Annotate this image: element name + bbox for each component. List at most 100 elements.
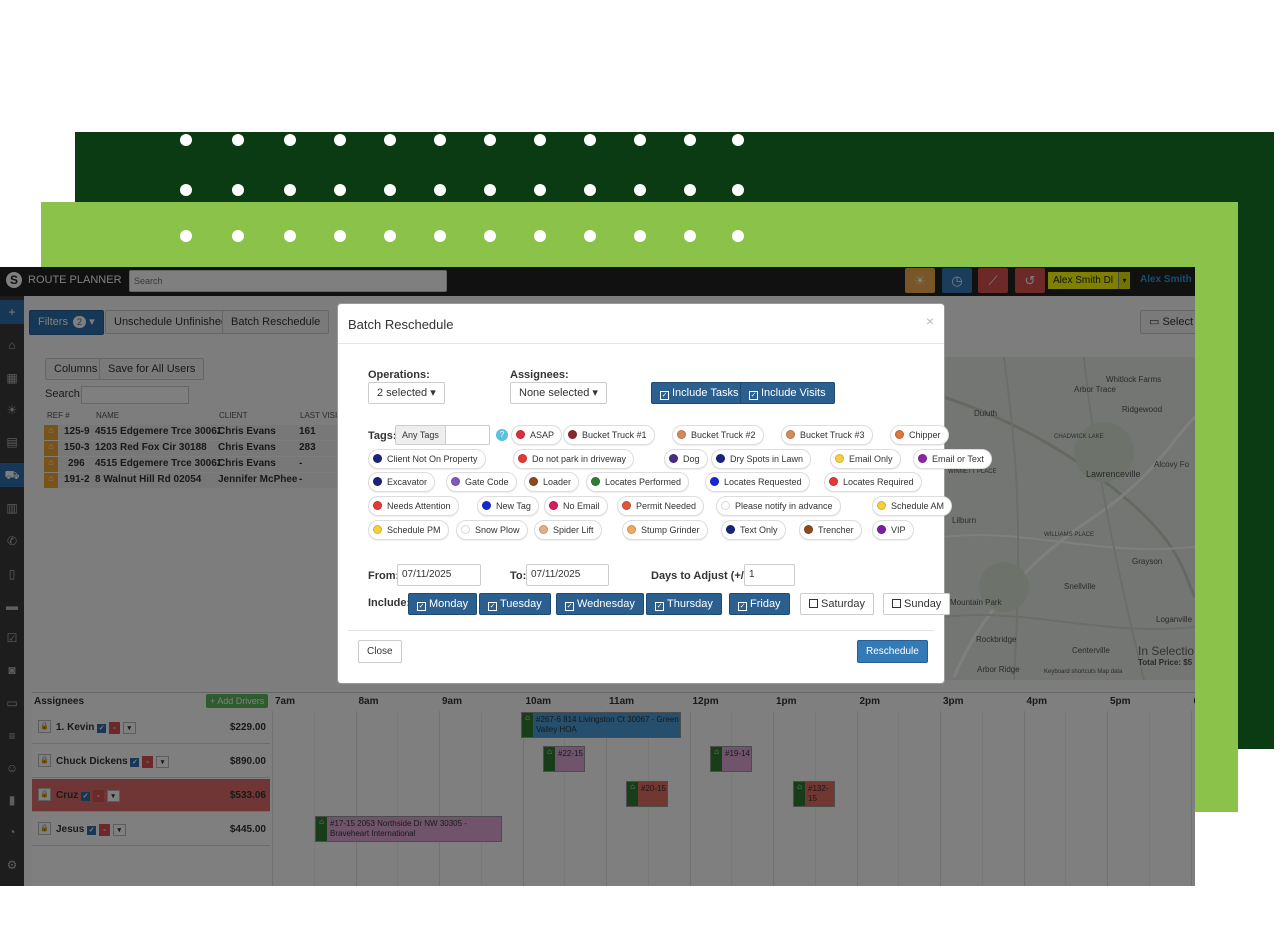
weekday-toggle-saturday[interactable]: Saturday — [800, 593, 875, 615]
weekday-toggle-friday[interactable]: ✓ Friday — [729, 593, 790, 615]
weekday-toggle-thursday[interactable]: ✓ Thursday — [646, 593, 722, 615]
decor-dot — [334, 134, 346, 146]
tag-color-swatch — [829, 477, 838, 486]
tag-chip[interactable]: No Email — [544, 496, 608, 516]
tag-chip[interactable]: VIP — [872, 520, 914, 540]
tag-label: Dog — [683, 454, 700, 464]
tag-chip[interactable]: Please notify in advance — [716, 496, 841, 516]
tag-chip[interactable]: Text Only — [721, 520, 786, 540]
tag-color-swatch — [786, 430, 795, 439]
tag-chip[interactable]: Schedule AM — [872, 496, 953, 516]
decor-dot — [584, 134, 596, 146]
assignees-select[interactable]: None selected ▾ — [510, 382, 607, 404]
decor-dot — [634, 134, 646, 146]
tag-chip[interactable]: Do not park in driveway — [513, 449, 635, 469]
decor-dot — [284, 134, 296, 146]
decor-dot — [484, 184, 496, 196]
tag-chip[interactable]: Locates Performed — [586, 472, 690, 492]
decor-dot — [232, 134, 244, 146]
tag-chip[interactable]: Needs Attention — [368, 496, 459, 516]
tag-chip[interactable]: Snow Plow — [456, 520, 528, 540]
weekday-toggle-sunday[interactable]: Sunday — [883, 593, 951, 615]
tags-label: Tags: — [368, 430, 397, 442]
help-icon[interactable]: ? — [496, 429, 508, 441]
weekday-label: Thursday — [667, 598, 713, 610]
include-label: Include: — [368, 597, 411, 609]
tag-color-swatch — [568, 430, 577, 439]
tag-color-swatch — [918, 454, 927, 463]
tag-color-swatch — [373, 501, 382, 510]
decor-dot — [684, 184, 696, 196]
decor-dot — [634, 184, 646, 196]
tag-label: Chipper — [909, 430, 941, 440]
days-adjust-input[interactable]: 1 — [744, 564, 795, 586]
include-tasks-toggle[interactable]: ✓ Include Tasks — [651, 382, 748, 404]
any-tags-option[interactable]: Any Tags — [396, 426, 446, 444]
tag-color-swatch — [373, 454, 382, 463]
tag-chip[interactable]: Locates Requested — [705, 472, 810, 492]
tag-chip[interactable]: Stump Grinder — [622, 520, 708, 540]
weekday-toggle-tuesday[interactable]: ✓ Tuesday — [479, 593, 551, 615]
tags-mode-input[interactable]: Any Tags — [395, 425, 490, 445]
close-icon[interactable]: × — [925, 313, 934, 329]
tag-chip[interactable]: Client Not On Property — [368, 449, 486, 469]
batch-reschedule-dialog: Batch Reschedule × Operations: 2 selecte… — [337, 303, 992, 684]
decor-dot — [534, 230, 546, 242]
divider — [348, 630, 934, 631]
tag-chip[interactable]: Trencher — [799, 520, 862, 540]
tag-color-swatch — [627, 525, 636, 534]
include-visits-toggle[interactable]: ✓ Include Visits — [740, 382, 835, 404]
tag-chip[interactable]: Gate Code — [446, 472, 517, 492]
tag-chip[interactable]: Bucket Truck #1 — [563, 425, 655, 445]
checkbox-checked-icon: ✓ — [488, 602, 497, 611]
decor-dot — [232, 184, 244, 196]
tag-chip[interactable]: Bucket Truck #3 — [781, 425, 873, 445]
decor-dot — [534, 134, 546, 146]
decor-dot — [384, 230, 396, 242]
tag-color-swatch — [726, 525, 735, 534]
to-date-input[interactable]: 07/11/2025 — [526, 564, 609, 586]
weekday-toggle-wednesday[interactable]: ✓ Wednesday — [556, 593, 644, 615]
tag-chip[interactable]: Email or Text — [913, 449, 992, 469]
tag-label: Bucket Truck #2 — [691, 430, 756, 440]
tag-color-swatch — [482, 501, 491, 510]
decor-dot — [434, 230, 446, 242]
checkbox-checked-icon: ✓ — [417, 602, 426, 611]
from-date-input[interactable]: 07/11/2025 — [397, 564, 481, 586]
tag-chip[interactable]: Bucket Truck #2 — [672, 425, 764, 445]
tag-chip[interactable]: Locates Required — [824, 472, 922, 492]
tag-label: Schedule PM — [387, 525, 441, 535]
weekday-toggle-monday[interactable]: ✓ Monday — [408, 593, 478, 615]
tag-chip[interactable]: Permit Needed — [617, 496, 705, 516]
tag-label: Text Only — [740, 525, 778, 535]
tag-label: ASAP — [530, 430, 555, 440]
operations-select[interactable]: 2 selected ▾ — [368, 382, 445, 404]
tag-color-swatch — [516, 430, 525, 439]
caret-down-icon: ▾ — [430, 387, 436, 399]
tag-chip[interactable]: New Tag — [477, 496, 539, 516]
decor-dot-grid — [180, 80, 760, 250]
decor-dot — [180, 134, 192, 146]
decor-dot — [384, 134, 396, 146]
include-visits-label: Include Visits — [761, 387, 826, 399]
tag-chip[interactable]: Chipper — [890, 425, 949, 445]
tag-chip[interactable]: Dog — [664, 449, 708, 469]
tag-chip[interactable]: Email Only — [830, 449, 901, 469]
tag-color-swatch — [877, 501, 886, 510]
tag-chip[interactable]: Excavator — [368, 472, 436, 492]
close-button[interactable]: Close — [358, 640, 402, 663]
tag-color-swatch — [373, 525, 382, 534]
tag-color-swatch — [622, 501, 631, 510]
tag-label: Bucket Truck #1 — [582, 430, 647, 440]
tag-color-swatch — [451, 477, 460, 486]
tag-chip[interactable]: Dry Spots in Lawn — [711, 449, 812, 469]
decor-dot — [584, 184, 596, 196]
decor-dot — [534, 184, 546, 196]
tag-chip[interactable]: Schedule PM — [368, 520, 449, 540]
tag-color-swatch — [716, 454, 725, 463]
tag-chip[interactable]: ASAP — [511, 425, 563, 445]
reschedule-button[interactable]: Reschedule — [857, 640, 928, 663]
weekday-label: Wednesday — [577, 598, 635, 610]
tag-chip[interactable]: Spider Lift — [534, 520, 602, 540]
tag-chip[interactable]: Loader — [524, 472, 580, 492]
